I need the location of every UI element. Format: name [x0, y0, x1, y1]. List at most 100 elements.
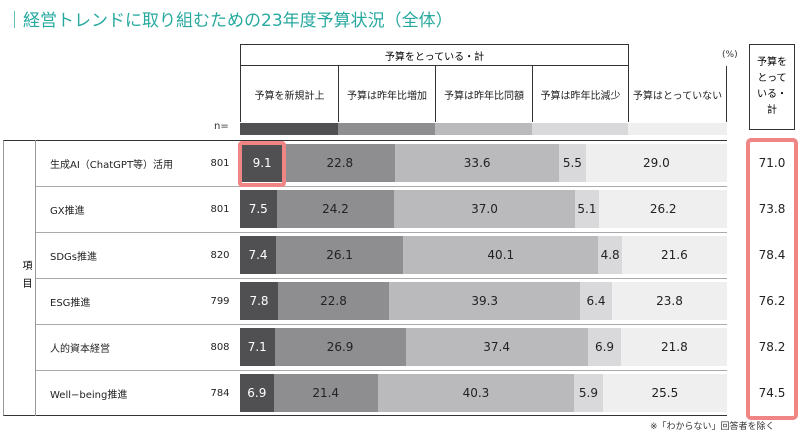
- data-label: 5.9: [578, 386, 598, 400]
- total-value: 71.0: [758, 156, 786, 170]
- bar-segment: [621, 328, 728, 366]
- n-value: 784: [210, 387, 230, 399]
- bar-segment: [611, 282, 728, 320]
- data-label: 33.6: [463, 156, 491, 170]
- data-label: 24.2: [322, 202, 349, 216]
- data-label: 5.1: [577, 202, 597, 216]
- bar-segment: [403, 236, 599, 274]
- data-label: 22.8: [326, 156, 354, 170]
- bar-segment: [240, 374, 274, 412]
- column-header: 予算は昨年比増加: [338, 66, 435, 122]
- data-label: 6.9: [594, 340, 615, 354]
- column-header: 予算を新規計上: [240, 66, 338, 122]
- n-value: 801: [210, 157, 230, 169]
- data-label: 7.5: [248, 202, 268, 216]
- data-label: 26.1: [326, 248, 353, 262]
- table-border: [3, 140, 727, 416]
- bar-segment: [580, 282, 612, 320]
- legend-swatch: [240, 123, 338, 135]
- bar-segment: [598, 236, 622, 274]
- column-header: 予算は昨年比減少: [532, 66, 628, 122]
- data-label: 21.8: [661, 340, 688, 354]
- data-label: 21.4: [312, 386, 340, 400]
- column-header: 予算はとっていない: [628, 66, 727, 122]
- total-value: 78.2: [758, 340, 786, 354]
- row-label: 人的資本経営: [50, 343, 110, 355]
- data-label: 39.3: [471, 294, 499, 308]
- bar-segment: [274, 328, 406, 366]
- total-value: 73.8: [758, 202, 786, 216]
- data-label: 37.4: [483, 340, 510, 354]
- data-label: 40.3: [462, 386, 490, 400]
- bar-segment: [240, 282, 278, 320]
- bar-segment: [240, 144, 285, 182]
- data-label: 37.0: [471, 202, 498, 216]
- data-label: 21.6: [661, 248, 688, 262]
- data-label: 6.4: [586, 294, 606, 308]
- row-label: GX推進: [50, 205, 85, 217]
- n-value: 808: [210, 341, 230, 353]
- bar-segment: [389, 282, 581, 320]
- row-label: SDGs推進: [50, 251, 98, 263]
- row-label: ESG推進: [50, 297, 91, 309]
- n-value: 801: [210, 203, 230, 215]
- data-label: 7.4: [248, 248, 268, 262]
- bar-segment: [277, 282, 390, 320]
- row-separator: [36, 232, 727, 233]
- bar-segment: [599, 190, 727, 228]
- total-value: 74.5: [758, 386, 786, 400]
- bar-segment: [574, 374, 603, 412]
- bar-segment: [284, 144, 396, 182]
- legend-swatch: [628, 123, 727, 135]
- bar-segment: [240, 190, 277, 228]
- bar-segment: [273, 374, 378, 412]
- data-label: 29.0: [643, 156, 670, 170]
- bar-segment: [405, 328, 588, 366]
- bar-segment: [585, 144, 727, 182]
- row-separator: [36, 370, 727, 371]
- row-label: Well−being推進: [50, 389, 128, 401]
- bar-segment: [276, 236, 404, 274]
- n-value: 799: [210, 295, 230, 307]
- data-label: 40.1: [487, 248, 515, 262]
- axis-label: 項目: [16, 140, 36, 416]
- bar-segment: [558, 144, 586, 182]
- bar-segment: [602, 374, 727, 412]
- n-label: n=: [214, 121, 229, 132]
- data-label: 26.9: [326, 340, 354, 354]
- data-label: 23.8: [656, 294, 683, 308]
- total-value: 78.4: [758, 248, 786, 262]
- data-label: 7.1: [247, 340, 267, 354]
- bar-segment: [394, 190, 575, 228]
- highlight-box: [746, 138, 798, 420]
- data-label: 6.9: [247, 386, 267, 400]
- n-value: 820: [210, 249, 230, 261]
- bar-segment: [240, 328, 275, 366]
- bar-segment: [395, 144, 559, 182]
- data-label: 26.2: [649, 202, 677, 216]
- total-value: 76.2: [758, 294, 786, 308]
- bar-segment: [621, 236, 727, 274]
- chart-title: ｜経営トレンドに取り組むための23年度予算状況（全体）: [6, 11, 453, 31]
- bar-segment: [377, 374, 575, 412]
- legend-swatch: [435, 123, 532, 135]
- row-separator: [36, 186, 727, 187]
- bar-segment: [240, 236, 277, 274]
- data-label: 22.8: [320, 294, 347, 308]
- group-header: 予算をとっている・計: [240, 44, 629, 66]
- row-label: 生成AI（ChatGPT等）活用: [50, 159, 174, 171]
- legend-swatch: [338, 123, 435, 135]
- column-header: 予算は昨年比同額: [435, 66, 532, 122]
- data-label: 25.5: [651, 386, 679, 400]
- bar-segment: [574, 190, 600, 228]
- data-label: 7.8: [249, 294, 269, 308]
- unit-label: (%): [722, 50, 738, 60]
- data-label: 5.5: [562, 156, 582, 170]
- footnote: ※「わからない」回答者を除く: [650, 422, 775, 432]
- bar-segment: [276, 190, 395, 228]
- legend-swatch: [532, 123, 628, 135]
- bar-segment: [587, 328, 622, 366]
- highlight-box: [238, 141, 287, 187]
- data-label: 4.8: [600, 248, 620, 262]
